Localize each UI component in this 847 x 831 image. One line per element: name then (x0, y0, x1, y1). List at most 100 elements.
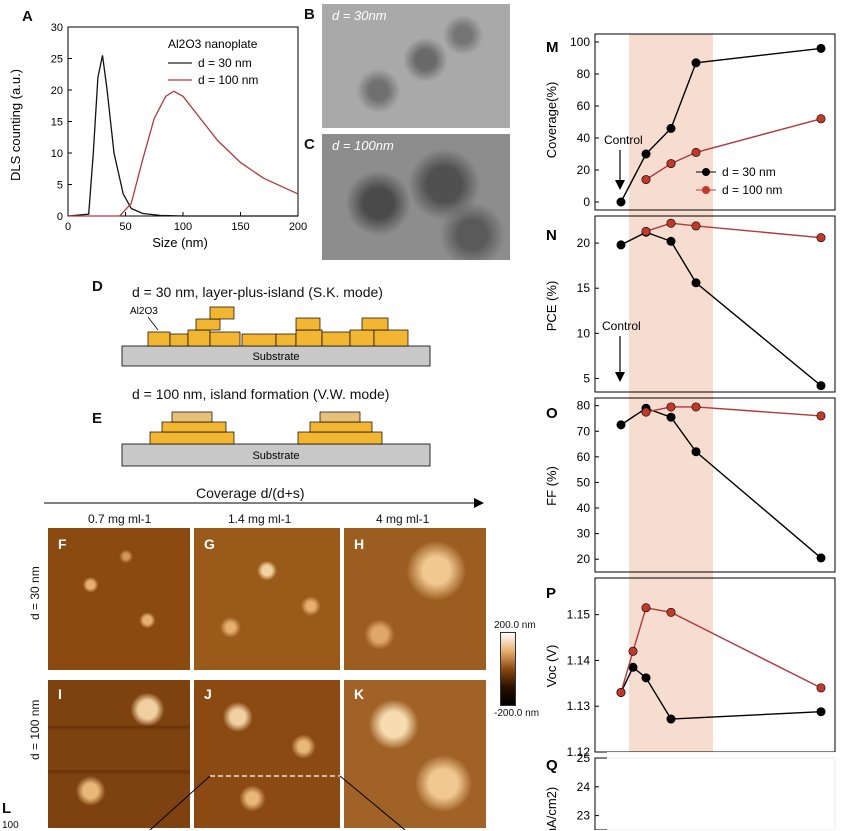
dls-ytick-label: 0 (57, 211, 63, 223)
height-colorbar (500, 632, 516, 706)
coverage-point-100 (666, 159, 676, 169)
panel-letter-p: P (546, 585, 556, 602)
dls-xtick-label: 50 (119, 221, 131, 233)
dls-chart: 0 50 100 150 200 0 5 10 15 20 25 30 DLS counting (a… (8, 22, 307, 250)
pce-ytick-label: 15 (577, 281, 591, 295)
watermark-cover (607, 752, 847, 830)
voc-ytick-label: 1.13 (567, 699, 591, 713)
afm-letter-i: I (58, 686, 62, 702)
ff-point-30 (691, 447, 701, 457)
ff-ytick-label: 60 (577, 450, 591, 464)
pce-point-30 (816, 381, 826, 391)
panel-l-tick: 100 (2, 820, 19, 831)
dls-ytick-label: 15 (51, 117, 63, 129)
afm-letter-k: K (354, 686, 365, 702)
dls-xtick-label: 150 (231, 221, 249, 233)
ff-point-30 (816, 553, 826, 563)
ff-point-100 (666, 402, 676, 412)
pce-ytick-label: 5 (583, 371, 590, 385)
ff-point-100 (816, 411, 826, 421)
voc-point-100 (628, 646, 638, 656)
panel-letter-c: C (304, 136, 315, 153)
coverage-point-30 (641, 149, 651, 159)
afm-image-g (194, 528, 340, 670)
afm-image-i (48, 680, 190, 828)
dls-xtick-label: 0 (65, 221, 71, 233)
sk-mode-diagram: Al2O3 Substrate (121, 306, 431, 367)
ff-line-100 (645, 406, 822, 417)
dls-ytick-label: 10 (51, 148, 63, 160)
afm-letter-j: J (204, 686, 212, 702)
coverage-ytick-label: 0 (583, 195, 590, 209)
panel-letter-a: A (22, 8, 33, 25)
ff-point-100 (641, 407, 651, 417)
al2o3-label: Al2O3 (130, 306, 158, 317)
coverage-ylabel: Coverage(%) (544, 82, 559, 159)
coverage-arrow (44, 498, 484, 508)
afm-letter-h: H (354, 536, 365, 552)
coverage-ytick-label: 100 (570, 35, 590, 49)
afm-letter-f: F (58, 536, 67, 552)
ff-ylabel: FF (%) (544, 466, 559, 506)
dls-ylabel: DLS counting (a.u.) (8, 69, 23, 181)
voc-point-100 (666, 607, 676, 617)
ff-ytick-label: 50 (577, 475, 591, 489)
panel-letter-q: Q (546, 757, 558, 774)
ff-point-30 (666, 412, 676, 422)
afm-letter-g: G (204, 536, 215, 552)
coverage-axis-label: Coverage d/(d+s) (196, 485, 305, 501)
dls-xlabel: Size (nm) (152, 235, 208, 250)
tem-label-100nm: d = 100nm (332, 138, 394, 153)
voc-point-100 (816, 683, 826, 693)
jsc-ytick-label: 23 (577, 809, 591, 823)
dls-series-100 (68, 90, 299, 217)
ff-ytick-label: 20 (577, 552, 591, 566)
pce-point-100 (641, 226, 651, 236)
afm-col-label-2: 1.4 mg ml-1 (228, 512, 292, 526)
voc-point-30 (628, 662, 638, 672)
panel-letter-n: N (546, 227, 557, 244)
ff-point-100 (691, 402, 701, 412)
coverage-line-100 (645, 118, 822, 181)
dls-legend-30: d = 30 nm (198, 56, 252, 70)
ff-ytick-label: 40 (577, 501, 591, 515)
coverage-point-100 (816, 114, 826, 124)
ff-frame (594, 397, 836, 573)
substrate-label-e: Substrate (252, 450, 299, 462)
scale-bottom-label: -200.0 nm (494, 708, 540, 719)
linescan-overlay (149, 775, 406, 830)
panel-letter-d: D (92, 278, 103, 295)
afm-col-label-3: 4 mg ml-1 (376, 512, 430, 526)
voc-point-30 (641, 673, 651, 683)
vw-mode-diagram: Substrate (121, 411, 431, 467)
panel-letter-m: M (546, 39, 559, 56)
voc-point-100 (616, 687, 626, 697)
pce-point-30 (691, 278, 701, 288)
pce-point-30 (666, 236, 676, 246)
voc-ytick-label: 1.12 (567, 745, 591, 759)
coverage-point-30 (666, 123, 676, 133)
voc-ytick-label: 1.15 (567, 608, 591, 622)
voc-point-30 (666, 714, 676, 724)
voc-ytick-label: 1.14 (567, 653, 591, 667)
metrics-legend-30: d = 30 nm (722, 165, 776, 179)
coverage-point-100 (691, 147, 701, 157)
jsc-ytick-label: 25 (577, 751, 591, 765)
jsc-ytick-label: 24 (577, 780, 591, 794)
dls-ytick-label: 30 (51, 22, 63, 34)
scale-top-label: 200.0 nm (494, 620, 536, 631)
ff-ytick-label: 80 (577, 399, 591, 413)
tem-image-100nm: d = 100nm (322, 134, 510, 260)
pce-point-100 (691, 221, 701, 231)
dls-ytick-label: 25 (51, 54, 63, 66)
tem-label-30nm: d = 30nm (332, 8, 387, 23)
dls-series-30 (67, 55, 298, 217)
vw-mode-caption: d = 100 nm, island formation (V.W. mode) (132, 386, 390, 402)
afm-image-h (344, 528, 486, 670)
jsc-ylabel: J (mA/cm2) (544, 787, 559, 830)
afm-row-label-100: d = 100 nm (28, 699, 42, 760)
pce-point-100 (816, 233, 826, 243)
coverage-ytick-label: 80 (577, 67, 591, 81)
dls-xtick-label: 100 (174, 221, 192, 233)
coverage-point-30 (816, 43, 826, 53)
